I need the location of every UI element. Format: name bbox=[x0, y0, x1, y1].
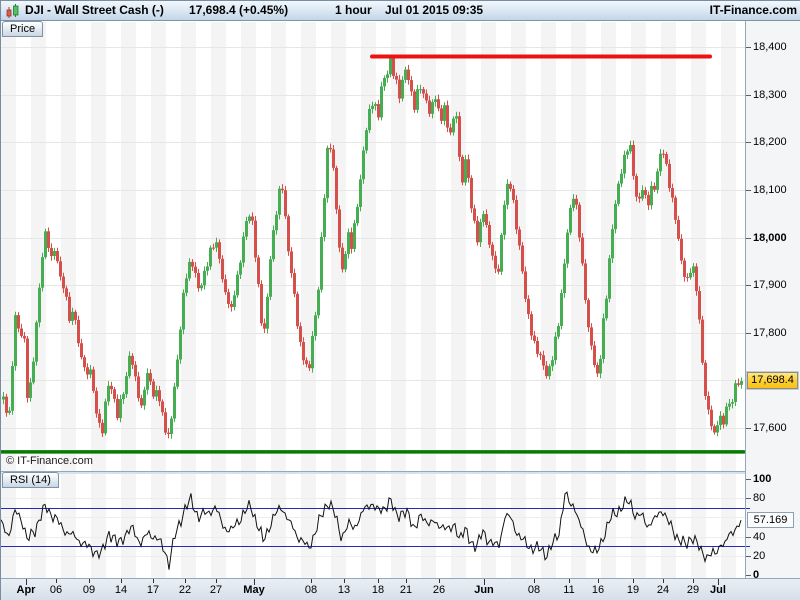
copyright-label: © IT-Finance.com bbox=[6, 455, 93, 467]
last-price-box: 17,698.4 bbox=[746, 371, 799, 391]
rsi-pane[interactable] bbox=[1, 474, 745, 578]
rsi-tick-label: 80 bbox=[753, 492, 766, 505]
timeframe-label: 1 hour bbox=[335, 3, 372, 17]
time-axis[interactable]: Apr 06 09 14 17 22 27 May 08 13 18 21 26 Jun 08 11 16 19 2… bbox=[1, 579, 800, 600]
time-tick-label: Jul bbox=[710, 584, 726, 596]
time-tick-label: 11 bbox=[563, 584, 575, 596]
time-tick-label: 17 bbox=[146, 584, 160, 596]
time-tick-label: 09 bbox=[82, 584, 96, 596]
rsi-tick-label: 100 bbox=[753, 473, 772, 485]
rsi-tick-label: 40 bbox=[753, 530, 766, 543]
instrument-title: DJI - Wall Street Cash (-) bbox=[25, 3, 164, 17]
time-tick-label: 18 bbox=[371, 584, 385, 596]
time-tick-label: 27 bbox=[209, 584, 223, 596]
last-rsi-value-box: 57.169 bbox=[747, 512, 794, 529]
time-tick-label: 16 bbox=[591, 584, 605, 596]
time-tick-label: 29 bbox=[686, 584, 700, 596]
price-pane[interactable] bbox=[1, 22, 745, 471]
time-tick-label: 26 bbox=[432, 584, 446, 596]
time-tick-label: May bbox=[243, 584, 265, 596]
time-tick-label: 24 bbox=[656, 584, 670, 596]
time-tick-label: 08 bbox=[304, 584, 318, 596]
price-tick-label: 18,300 bbox=[753, 88, 787, 101]
time-tick-label: 22 bbox=[178, 584, 192, 596]
price-tick-label: 17,900 bbox=[753, 279, 787, 292]
instrument-quote: 17,698.4 (+0.45%) bbox=[189, 3, 289, 17]
time-tick-label: 19 bbox=[626, 584, 640, 596]
time-tick-label: 13 bbox=[337, 584, 351, 596]
rsi-indicator-tab[interactable]: RSI (14) bbox=[2, 472, 59, 488]
time-tick-label: Jun bbox=[474, 584, 494, 596]
price-tick-label: 18,400 bbox=[753, 41, 787, 53]
time-tick-label: 08 bbox=[527, 584, 541, 596]
time-tick-label: 21 bbox=[399, 584, 413, 596]
time-tick-label: 14 bbox=[114, 584, 128, 596]
price-tab[interactable]: Price bbox=[2, 21, 44, 37]
price-tick-label: 18,200 bbox=[753, 136, 787, 149]
value-axis[interactable]: 17,698.4 57.169 18,400 18,300 18,200 18,100… bbox=[745, 21, 800, 581]
price-tick-label: 18,100 bbox=[753, 183, 787, 196]
price-tick-label: 17,600 bbox=[753, 422, 787, 434]
price-tick-label: 18,000 bbox=[753, 231, 787, 244]
candlestick-icon bbox=[6, 4, 19, 18]
rsi-tick-label: 0 bbox=[753, 569, 760, 581]
time-tick-label: Apr bbox=[16, 584, 36, 596]
brand-label: IT-Finance.com bbox=[709, 3, 797, 17]
rsi-tick-label: 20 bbox=[753, 549, 766, 562]
datetime-label: Jul 01 2015 09:35 bbox=[385, 3, 484, 17]
titlebar: DJI - Wall Street Cash (-) 17,698.4 (+0.… bbox=[1, 1, 800, 21]
pane-divider[interactable] bbox=[1, 471, 745, 474]
price-tick-label: 17,800 bbox=[753, 326, 787, 339]
time-tick-label: 06 bbox=[49, 584, 63, 596]
